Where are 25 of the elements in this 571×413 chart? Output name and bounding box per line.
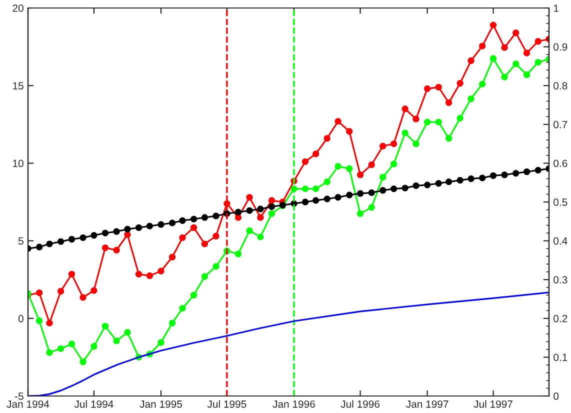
- y2-tick-label: 0: [554, 392, 559, 400]
- y2-tick-label: 1: [554, 4, 558, 12]
- y2-tick-label: 0.3: [554, 276, 568, 284]
- y2-tick-label: 0.1: [554, 354, 568, 362]
- x-tick-label: Jan 1996: [272, 400, 315, 408]
- x-tick-label: Jan 1994: [6, 400, 50, 408]
- y-tick-label: 15: [13, 82, 24, 90]
- y-tick-label: 10: [13, 160, 24, 168]
- x-tick-label: Jan 1995: [140, 400, 182, 408]
- y2-tick-label: 0.7: [554, 120, 568, 128]
- x-tick-label: Jul 1995: [207, 400, 246, 408]
- x-tick-label: Jul 1996: [340, 400, 380, 408]
- x-tick-label: Jul 1997: [474, 400, 512, 408]
- x-tick-label: Jul 1994: [74, 400, 114, 408]
- y2-tick-label: 0.2: [554, 314, 568, 322]
- y2-tick-label: 0.5: [554, 198, 568, 206]
- y2-tick-label: 0.6: [554, 160, 568, 168]
- y-tick-label: 5: [18, 237, 24, 245]
- y-tick-label: -5: [15, 392, 24, 400]
- y2-tick-label: 0.8: [554, 82, 568, 90]
- y-tick-label: 20: [12, 4, 24, 12]
- x-tick-label: Jan 1997: [406, 400, 448, 408]
- y-tick-label: 0: [18, 314, 24, 322]
- y2-tick-label: 0.4: [554, 237, 568, 245]
- y2-tick-label: 0.9: [554, 43, 568, 51]
